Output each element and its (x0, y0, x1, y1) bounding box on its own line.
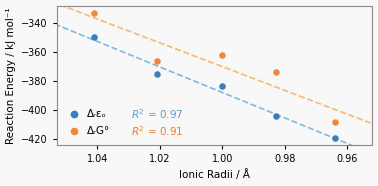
Point (273, 114, 279, 117)
Text: $R^2$ = 0.91: $R^2$ = 0.91 (131, 124, 183, 138)
Y-axis label: Reaction Energy / kJ mol⁻¹: Reaction Energy / kJ mol⁻¹ (6, 7, 15, 144)
X-axis label: Ionic Radii / Å: Ionic Radii / Å (179, 169, 250, 180)
Point (91, 11, 97, 14)
Point (219, 53, 225, 56)
Point (273, 71, 279, 74)
Text: $R^2$ = 0.97: $R^2$ = 0.97 (131, 107, 183, 121)
Point (91, 35, 97, 38)
Point (332, 137, 338, 140)
Text: Δᵣεₒ: Δᵣεₒ (87, 109, 107, 119)
Point (219, 85, 225, 88)
Point (154, 72, 160, 75)
Text: ΔᵣG°: ΔᵣG° (87, 126, 110, 136)
Point (154, 59, 160, 62)
Point (332, 120, 338, 123)
